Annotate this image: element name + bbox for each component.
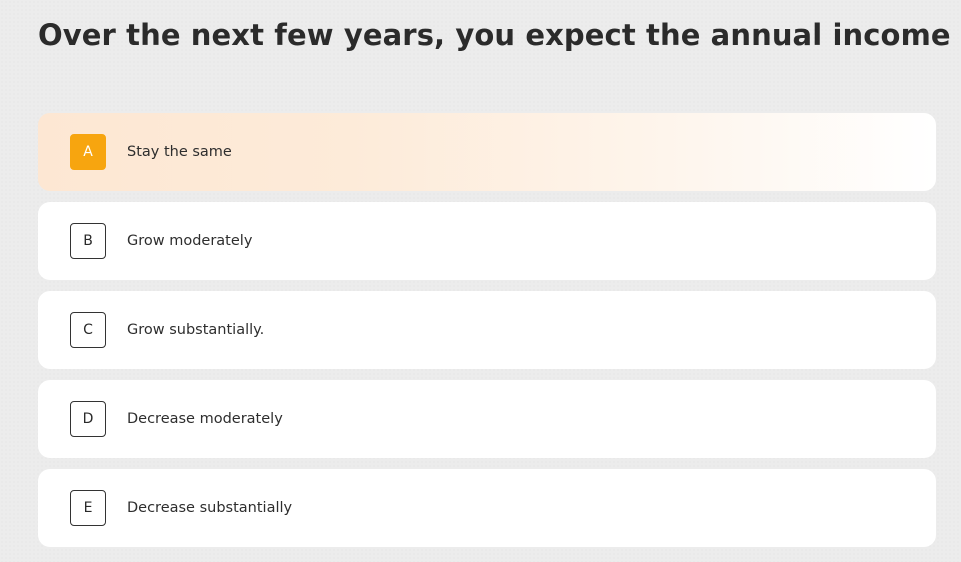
option-label: Grow substantially. xyxy=(127,322,265,338)
option-label: Grow moderately xyxy=(127,233,253,249)
option-letter-badge: B xyxy=(70,223,106,259)
answer-options-list: A Stay the same B Grow moderately C Grow… xyxy=(38,113,936,558)
option-e[interactable]: E Decrease substantially xyxy=(38,469,936,547)
option-c[interactable]: C Grow substantially. xyxy=(38,291,936,369)
option-letter-badge: C xyxy=(70,312,106,348)
option-letter-badge: D xyxy=(70,401,106,437)
option-label: Stay the same xyxy=(127,144,232,160)
option-letter-badge: E xyxy=(70,490,106,526)
option-b[interactable]: B Grow moderately xyxy=(38,202,936,280)
question-title: Over the next few years, you expect the … xyxy=(38,18,961,52)
option-label: Decrease substantially xyxy=(127,500,293,516)
option-d[interactable]: D Decrease moderately xyxy=(38,380,936,458)
option-letter-badge: A xyxy=(70,134,106,170)
option-a[interactable]: A Stay the same xyxy=(38,113,936,191)
option-label: Decrease moderately xyxy=(127,411,283,427)
